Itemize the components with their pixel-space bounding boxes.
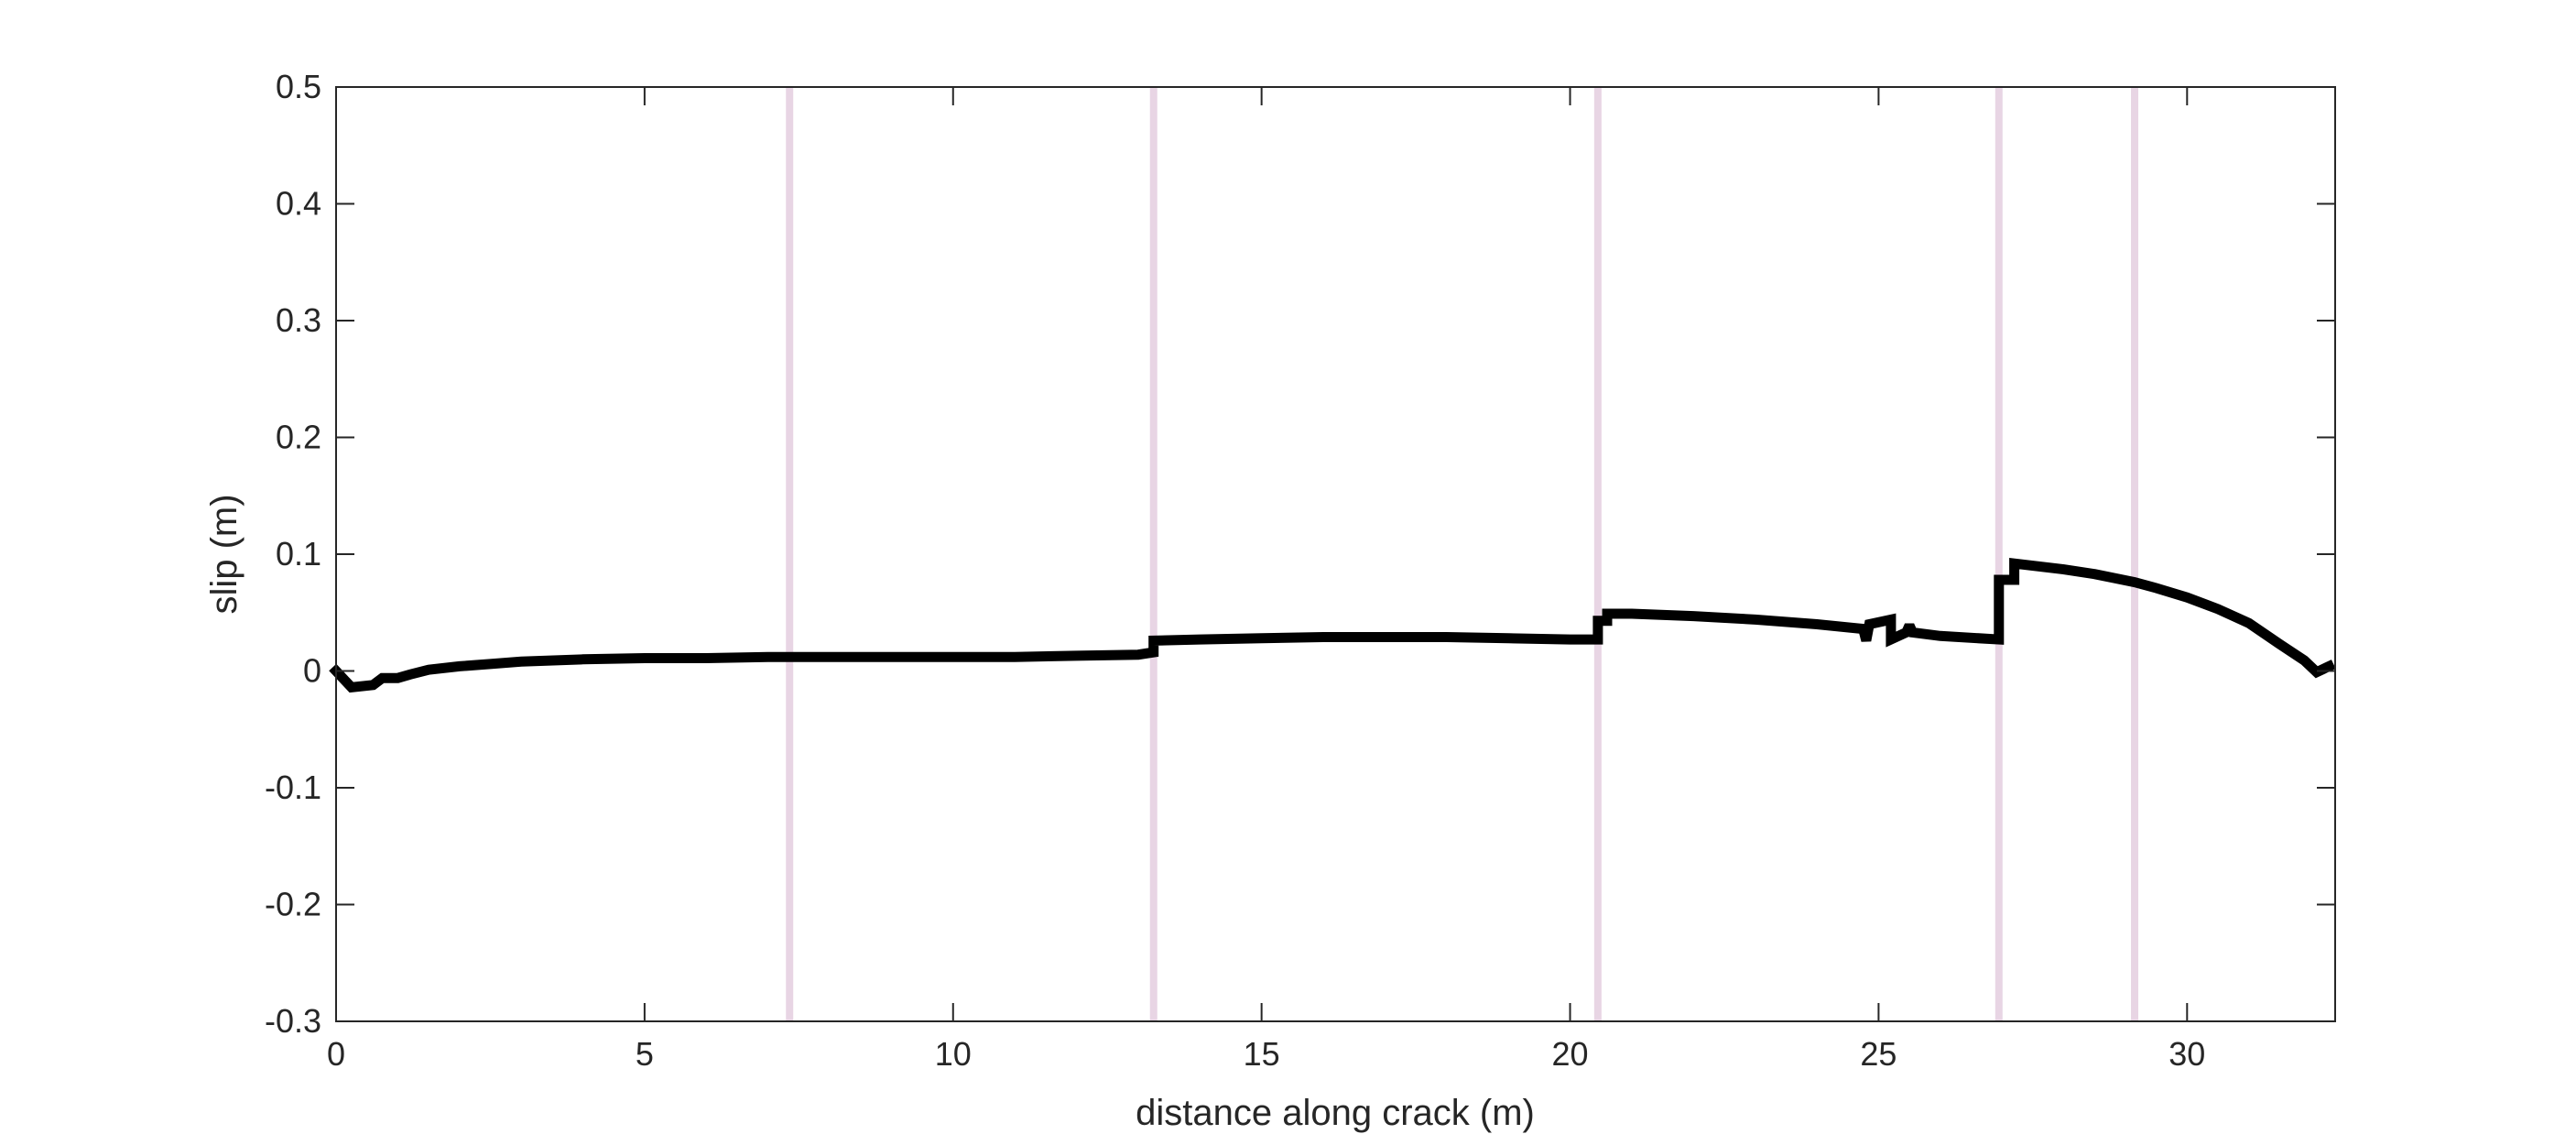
y-tick-label-2: -0.1 (265, 769, 321, 806)
series-line-1 (329, 558, 2336, 693)
y-tick-labels: -0.3 -0.2 -0.1 0 0.1 0.2 0.3 0.4 0.5 (265, 68, 321, 1040)
x-tick-labels: 0 5 10 15 20 25 30 (327, 1035, 2205, 1073)
x-tick-label-1: 5 (636, 1035, 654, 1073)
x-tick-label-4: 20 (1552, 1035, 1589, 1073)
y-axis-label: slip (m) (204, 494, 245, 614)
vertical-markers (786, 87, 2139, 1021)
x-tick-label-2: 10 (935, 1035, 972, 1073)
x-tick-label-5: 25 (1860, 1035, 1897, 1073)
y-tick-label-8: 0.5 (276, 68, 321, 105)
x-tick-label-3: 15 (1244, 1035, 1280, 1073)
y-tick-label-4: 0.1 (276, 535, 321, 572)
x-axis-label: distance along crack (m) (1136, 1093, 1535, 1133)
y-tick-label-7: 0.4 (276, 185, 321, 223)
y-tick-label-0: -0.3 (265, 1002, 321, 1040)
axis-ticks (335, 86, 2335, 1022)
y-tick-label-6: 0.3 (276, 301, 321, 339)
x-tick-label-6: 30 (2168, 1035, 2205, 1073)
plot-area-background (336, 87, 2335, 1021)
x-tick-label-0: 0 (327, 1035, 345, 1073)
y-tick-label-1: -0.2 (265, 886, 321, 923)
y-tick-label-3: 0 (303, 652, 321, 690)
series-group (329, 558, 2336, 693)
y-tick-label-5: 0.2 (276, 419, 321, 456)
